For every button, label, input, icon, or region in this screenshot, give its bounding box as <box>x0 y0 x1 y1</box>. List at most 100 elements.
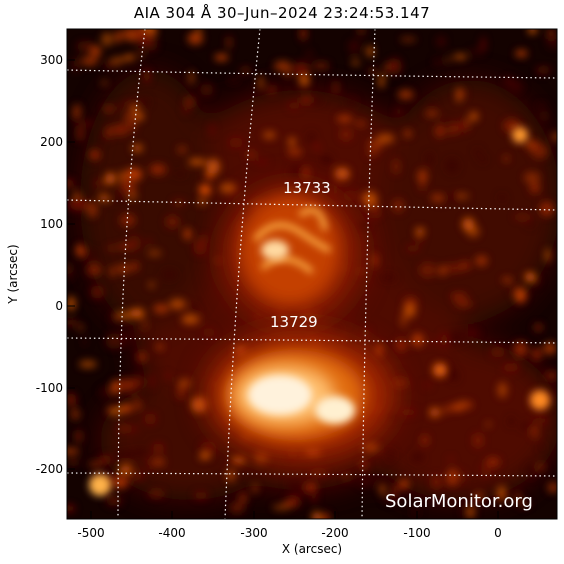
network-cell <box>252 483 258 494</box>
network-cell <box>111 56 127 64</box>
network-cell <box>117 425 130 431</box>
network-cell <box>288 101 300 110</box>
network-cell <box>156 344 164 350</box>
network-cell <box>547 482 557 493</box>
network-cell <box>115 30 122 44</box>
network-cell <box>459 261 471 271</box>
solar-image <box>67 29 557 519</box>
network-cell <box>463 401 474 409</box>
network-cell <box>143 69 151 83</box>
network-cell <box>481 36 486 52</box>
network-cell <box>74 429 83 443</box>
network-cell <box>405 244 421 253</box>
network-cell <box>184 96 195 108</box>
network-cell <box>403 129 412 138</box>
network-cell <box>462 217 475 231</box>
network-cell <box>138 52 144 58</box>
network-cell <box>148 373 155 389</box>
x-tick-label: -400 <box>158 526 185 540</box>
network-cell <box>128 194 138 199</box>
network-cell <box>339 128 353 141</box>
network-cell <box>293 61 310 78</box>
network-cell <box>513 341 528 358</box>
network-cell <box>101 32 113 47</box>
network-cell <box>76 125 84 141</box>
network-cell <box>288 165 307 179</box>
network-cell <box>525 272 536 283</box>
network-cell <box>446 55 452 63</box>
network-cell <box>366 45 374 57</box>
network-cell <box>153 304 169 314</box>
network-cell <box>523 171 541 184</box>
x-tick-label: 0 <box>494 526 502 540</box>
network-cell <box>111 379 119 396</box>
network-cell <box>415 234 424 243</box>
network-cell <box>246 150 256 160</box>
network-cell <box>355 220 370 232</box>
x-tick-label: -300 <box>240 526 267 540</box>
network-cell <box>115 478 127 489</box>
x-tick-label: -500 <box>77 526 104 540</box>
network-cell <box>401 313 406 328</box>
network-cell <box>169 298 186 310</box>
network-cell <box>391 484 398 498</box>
network-cell <box>200 83 214 96</box>
network-cell <box>115 310 134 321</box>
network-cell <box>393 158 400 175</box>
network-cell <box>436 36 447 47</box>
network-cell <box>515 49 528 58</box>
network-cell <box>421 434 429 446</box>
network-cell <box>433 58 443 66</box>
network-cell <box>346 98 358 106</box>
network-cell <box>397 89 414 100</box>
network-cell <box>107 245 117 251</box>
network-cell <box>172 171 188 177</box>
network-cell <box>148 490 165 498</box>
network-cell <box>107 406 125 416</box>
network-cell <box>532 425 538 439</box>
network-cell <box>380 273 397 282</box>
network-cell <box>368 139 383 152</box>
network-cell <box>125 168 140 179</box>
x-axis: -500 -400 -300 -200 -100 0 <box>77 511 502 540</box>
network-cell <box>132 104 139 114</box>
network-cell <box>444 472 451 487</box>
network-cell <box>132 328 140 344</box>
network-cell <box>152 443 165 454</box>
network-cell <box>238 492 248 505</box>
network-cell <box>539 201 554 217</box>
network-cell <box>103 105 115 113</box>
network-cell <box>475 255 488 267</box>
network-cell <box>514 287 527 303</box>
network-cell <box>283 498 300 508</box>
chromospheric-network <box>67 29 557 519</box>
network-cell <box>240 68 251 73</box>
network-cell <box>231 456 246 464</box>
network-cell <box>172 199 186 206</box>
network-cell <box>193 491 209 500</box>
network-cell <box>531 417 549 424</box>
network-cell <box>430 193 444 203</box>
network-cell <box>391 378 409 388</box>
network-cell <box>379 69 391 77</box>
network-cell <box>106 125 113 139</box>
network-cell <box>304 482 318 493</box>
bright-points <box>89 127 550 496</box>
network-cell <box>453 53 467 60</box>
network-cell <box>67 319 77 326</box>
network-cell <box>67 296 76 311</box>
network-cell <box>67 448 80 455</box>
network-cell <box>429 407 441 418</box>
network-cell <box>435 125 444 138</box>
network-cell <box>411 451 424 463</box>
network-cell <box>379 483 385 496</box>
network-cell <box>320 512 331 519</box>
x-tick-label: -100 <box>403 526 430 540</box>
network-cell <box>383 496 399 503</box>
network-cell <box>124 54 135 61</box>
network-cell <box>388 58 402 75</box>
network-cell <box>69 412 76 418</box>
network-cell <box>332 184 339 198</box>
network-cell <box>457 194 470 198</box>
network-cell <box>535 276 540 286</box>
